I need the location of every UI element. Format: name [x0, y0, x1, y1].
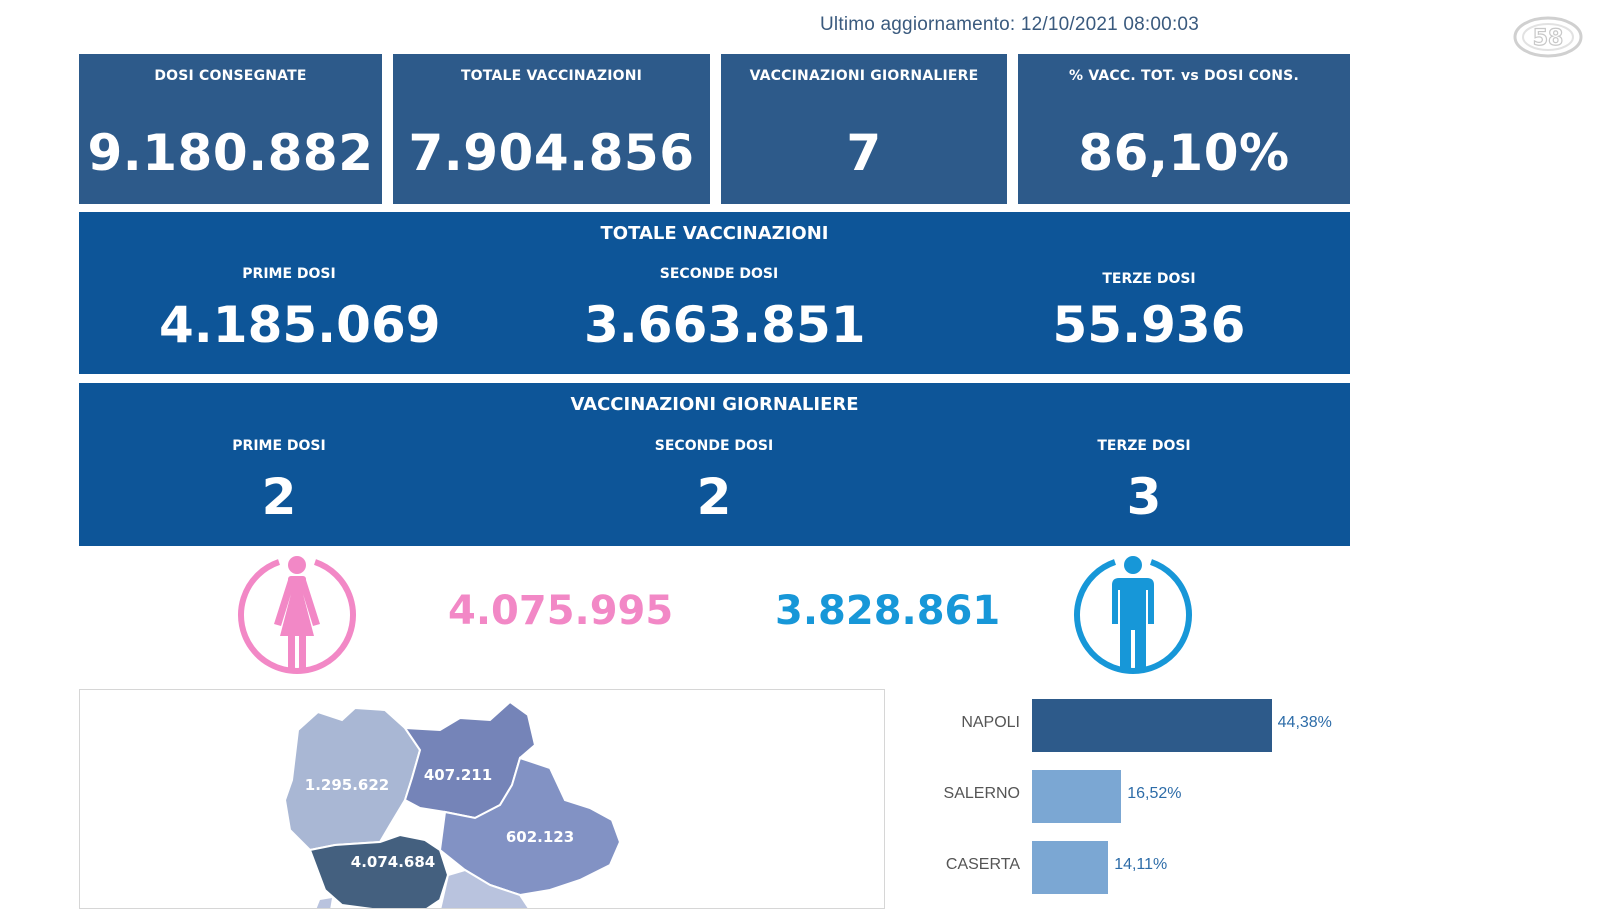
map-region-napoli — [308, 833, 450, 908]
bar-pct-caserta: 14,11% — [1114, 856, 1168, 873]
svg-text:58: 58 — [1533, 26, 1564, 51]
kpi-dosi-consegnate[interactable]: DOSI CONSEGNATE 9.180.882 — [79, 54, 382, 204]
daily-first-doses: PRIME DOSI 2 — [219, 438, 339, 522]
first-doses-label: PRIME DOSI — [232, 438, 326, 454]
bar-label-napoli: NAPOLI — [961, 714, 1020, 731]
third-doses-label: TERZE DOSI — [1097, 438, 1191, 454]
third-doses-value: 55.936 — [1052, 296, 1246, 354]
female-person-icon — [236, 554, 358, 676]
bar-label-salerno: SALERNO — [943, 785, 1020, 802]
daily-second-doses: SECONDE DOSI 2 — [639, 438, 789, 522]
kpi-vaccinazioni-giornaliere[interactable]: VACCINAZIONI GIORNALIERE 7 — [721, 54, 1007, 204]
kpi-value: 9.180.882 — [87, 124, 374, 182]
panel-title: VACCINAZIONI GIORNALIERE — [570, 394, 859, 415]
male-person-icon — [1072, 554, 1194, 676]
map-label-avellino: 602.123 — [506, 828, 574, 846]
second-doses-label: SECONDE DOSI — [659, 266, 779, 282]
bar-pct-salerno: 16,52% — [1127, 785, 1182, 802]
second-doses-label: SECONDE DOSI — [654, 438, 774, 454]
map-label-benevento: 407.211 — [424, 766, 492, 784]
map-label-napoli: 4.074.684 — [351, 853, 435, 871]
panel-title: TOTALE VACCINAZIONI — [600, 223, 829, 244]
total-third-doses: TERZE DOSI 55.936 — [1029, 271, 1269, 350]
female-total-value: 4.075.995 — [448, 588, 674, 634]
first-doses-value: 2 — [261, 468, 297, 526]
bar-pct-napoli: 44,38% — [1277, 714, 1332, 731]
bar-salerno[interactable] — [1032, 770, 1122, 823]
first-doses-value: 4.185.069 — [159, 296, 441, 354]
male-total-value: 3.828.861 — [775, 588, 1001, 634]
kpi-value: 7.904.856 — [408, 124, 695, 182]
channel-logo: 58 — [1512, 14, 1584, 60]
total-first-doses: PRIME DOSI 4.185.069 — [159, 266, 441, 354]
daily-third-doses: TERZE DOSI 3 — [1079, 438, 1209, 522]
kpi-value: 7 — [846, 124, 882, 182]
second-doses-value: 2 — [696, 468, 732, 526]
kpi-title: % VACC. TOT. vs DOSI CONS. — [1069, 68, 1299, 84]
first-doses-label: PRIME DOSI — [242, 266, 336, 282]
kpi-title: DOSI CONSEGNATE — [154, 68, 307, 84]
map-region-avellino — [438, 756, 622, 897]
total-vaccinations-panel[interactable]: TOTALE VACCINAZIONI PRIME DOSI 4.185.069… — [79, 212, 1350, 374]
kpi-title: TOTALE VACCINAZIONI — [460, 68, 643, 84]
daily-vaccinations-panel[interactable]: VACCINAZIONI GIORNALIERE PRIME DOSI 2 SE… — [79, 383, 1350, 546]
third-doses-value: 3 — [1126, 468, 1162, 526]
map-label-caserta: 1.295.622 — [305, 776, 389, 794]
second-doses-value: 3.663.851 — [584, 296, 866, 354]
bar-caserta[interactable] — [1032, 841, 1109, 894]
kpi-value: 86,10% — [1078, 124, 1290, 182]
province-bar-chart[interactable]: NAPOLI 44,38% SALERNO 16,52% CASERTA 14,… — [900, 689, 1360, 900]
kpi-title: VACCINAZIONI GIORNALIERE — [749, 68, 979, 84]
bar-napoli[interactable] — [1032, 699, 1272, 752]
map-region-salerno — [439, 868, 530, 908]
last-update-text: Ultimo aggiornamento: 12/10/2021 08:00:0… — [820, 14, 1199, 35]
kpi-percent-vacc[interactable]: % VACC. TOT. vs DOSI CONS. 86,10% — [1018, 54, 1350, 204]
campania-map[interactable]: 1.295.622 407.211 602.123 4.074.684 — [79, 689, 885, 909]
bar-label-caserta: CASERTA — [945, 856, 1020, 873]
third-doses-label: TERZE DOSI — [1102, 271, 1196, 287]
total-second-doses: SECONDE DOSI 3.663.851 — [584, 266, 866, 354]
kpi-totale-vaccinazioni[interactable]: TOTALE VACCINAZIONI 7.904.856 — [393, 54, 710, 204]
